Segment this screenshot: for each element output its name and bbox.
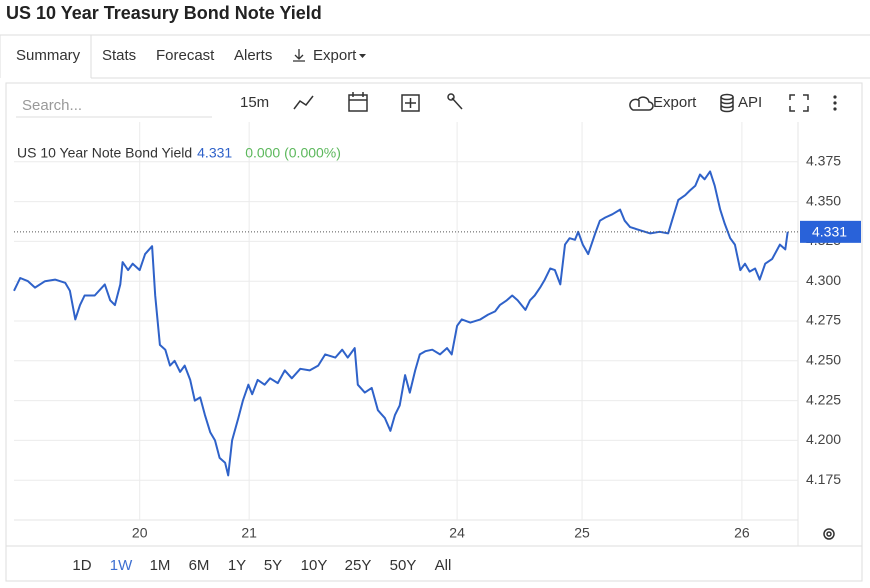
last-value-label: 4.331: [812, 224, 847, 240]
range-button[interactable]: 5Y: [264, 557, 282, 574]
settings-wrench-icon[interactable]: [447, 93, 463, 110]
export-button[interactable]: Export: [653, 94, 697, 111]
y-tick-label: 4.225: [806, 391, 841, 407]
active-tab-frame: [0, 34, 92, 78]
more-icon[interactable]: [833, 95, 837, 111]
tab[interactable]: Forecast: [156, 47, 215, 64]
tab[interactable]: Export: [313, 47, 357, 64]
x-tick-label: 21: [241, 525, 257, 541]
range-button[interactable]: 1D: [72, 557, 91, 574]
legend-name: US 10 Year Note Bond Yield: [17, 145, 192, 161]
x-tick-label: 24: [449, 525, 465, 541]
x-tick-label: 20: [132, 525, 148, 541]
chart-panel: [5, 82, 863, 582]
y-tick-label: 4.300: [806, 272, 841, 288]
fullscreen-icon[interactable]: [789, 94, 809, 112]
cloud-download-icon[interactable]: [629, 96, 654, 111]
download-icon: [293, 49, 305, 62]
database-icon[interactable]: [720, 93, 734, 113]
y-tick-label: 4.200: [806, 431, 841, 447]
legend-value: 4.331: [197, 145, 232, 161]
legend-change: 0.000 (0.000%): [245, 145, 341, 161]
x-tick-label: 26: [734, 525, 750, 541]
y-tick-label: 4.250: [806, 352, 841, 368]
yield-line: [13, 170, 789, 477]
tab[interactable]: Summary: [16, 47, 81, 64]
y-tick-label: 4.175: [806, 471, 841, 487]
range-button[interactable]: 1W: [110, 557, 133, 574]
search-input[interactable]: Search...: [22, 97, 82, 114]
range-button[interactable]: 6M: [189, 557, 210, 574]
y-tick-label: 4.275: [806, 312, 841, 328]
add-icon[interactable]: [401, 94, 420, 112]
line-type-icon[interactable]: [293, 95, 314, 110]
gear-icon[interactable]: [823, 528, 835, 540]
y-tick-label: 4.350: [806, 192, 841, 208]
range-button[interactable]: All: [435, 557, 452, 574]
page-title: US 10 Year Treasury Bond Note Yield: [6, 3, 322, 23]
range-button[interactable]: 10Y: [301, 557, 328, 574]
range-button[interactable]: 50Y: [390, 557, 417, 574]
last-value-box: [800, 220, 861, 243]
calendar-icon[interactable]: [348, 92, 368, 112]
range-button[interactable]: 25Y: [345, 557, 372, 574]
tab[interactable]: Stats: [102, 47, 136, 64]
caret-icon: [359, 54, 366, 58]
range-button[interactable]: 1M: [150, 557, 171, 574]
x-tick-label: 25: [574, 525, 590, 541]
api-button[interactable]: API: [738, 94, 762, 111]
range-button[interactable]: 1Y: [228, 557, 246, 574]
tab[interactable]: Alerts: [234, 47, 272, 64]
interval-button[interactable]: 15m: [240, 94, 269, 111]
y-tick-label: 4.375: [806, 153, 841, 169]
